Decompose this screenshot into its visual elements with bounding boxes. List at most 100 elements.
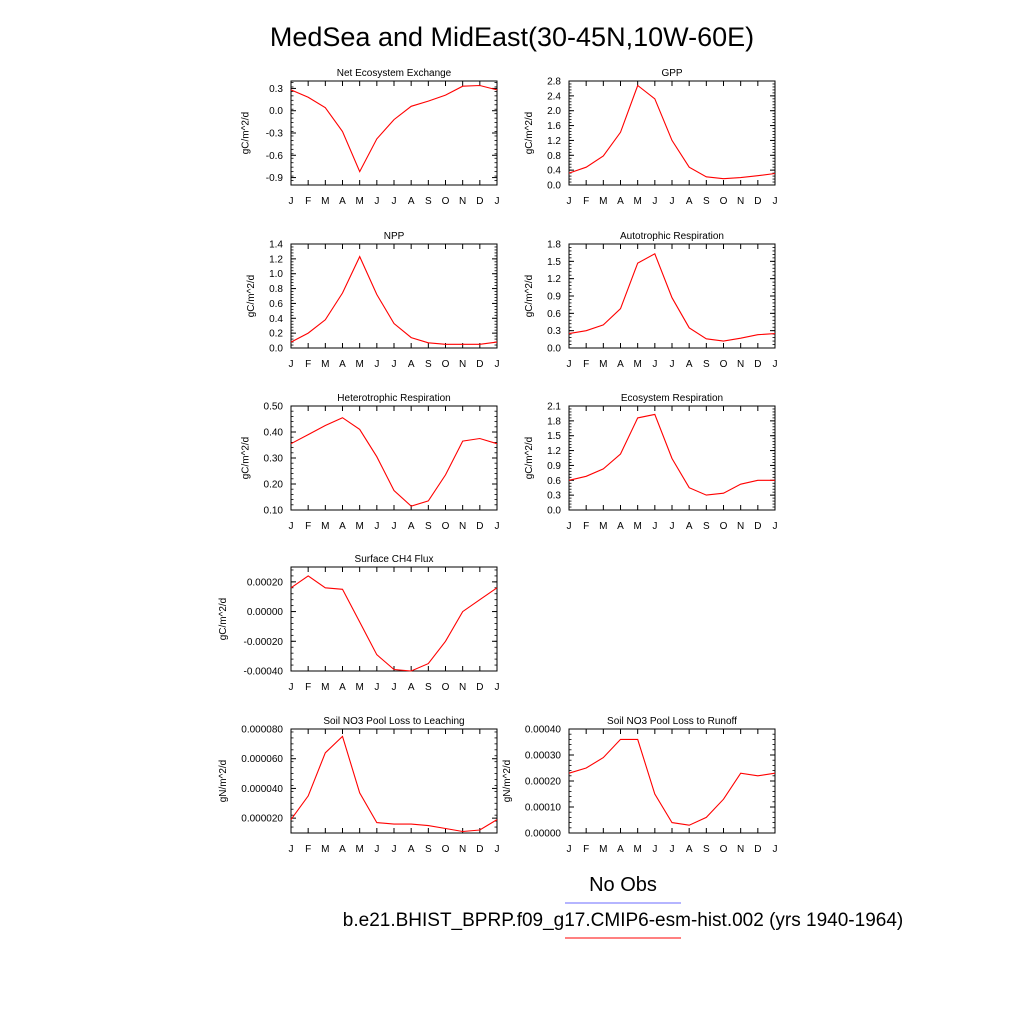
y-tick-label: 1.2: [269, 254, 283, 265]
x-tick-label: J: [652, 521, 657, 532]
x-tick-label: O: [442, 196, 450, 207]
y-tick-label: 0.40: [264, 428, 284, 439]
x-tick-label: D: [476, 682, 483, 693]
x-tick-label: F: [583, 196, 589, 207]
x-tick-label: N: [459, 682, 466, 693]
x-tick-label: O: [442, 682, 450, 693]
x-tick-label: F: [305, 844, 311, 855]
x-tick-label: A: [339, 196, 346, 207]
x-tick-label: M: [599, 196, 607, 207]
y-tick-label: -0.3: [266, 129, 284, 140]
x-tick-label: J: [374, 196, 379, 207]
y-tick-label: 0.00040: [525, 725, 562, 736]
y-tick-label: 2.8: [547, 77, 561, 88]
x-tick-label: D: [476, 196, 483, 207]
y-tick-label: 0.10: [264, 506, 284, 517]
y-tick-label: 0.00000: [247, 607, 284, 618]
series-line: [568, 84, 776, 180]
x-tick-label: J: [495, 844, 500, 855]
x-tick-label: J: [567, 196, 572, 207]
y-tick-label: 0.0: [269, 106, 283, 117]
y-axis-label: gC/m^2/d: [524, 275, 535, 318]
x-tick-label: J: [289, 844, 294, 855]
x-tick-label: N: [459, 521, 466, 532]
x-tick-label: A: [339, 359, 346, 370]
plot-frame: [568, 80, 776, 186]
y-axis-label: gC/m^2/d: [524, 437, 535, 480]
x-tick-label: D: [754, 196, 761, 207]
x-tick-label: J: [495, 682, 500, 693]
plot-frame: [568, 728, 776, 834]
x-tick-label: S: [425, 682, 432, 693]
x-tick-label: J: [374, 521, 379, 532]
chart-panels: Net Ecosystem Exchange gC/m^2/d -0.9 -0.6 -0…: [218, 68, 777, 855]
x-tick-label: J: [289, 682, 294, 693]
y-tick-label: 1.8: [547, 416, 561, 427]
chart-panel-ch4: Surface CH4 Flux gC/m^2/d -0.00040 -0.00020…: [218, 554, 499, 693]
x-tick-label: J: [289, 521, 294, 532]
plot-frame: [290, 728, 498, 834]
x-tick-label: J: [289, 196, 294, 207]
y-axis-label: gC/m^2/d: [246, 275, 257, 318]
y-tick-label: 0.0: [269, 344, 283, 355]
y-tick-label: 0.3: [269, 84, 283, 95]
x-tick-label: J: [773, 359, 778, 370]
x-tick-label: J: [567, 359, 572, 370]
y-tick-label: 1.0: [269, 269, 283, 280]
x-tick-label: A: [339, 682, 346, 693]
x-tick-label: M: [599, 844, 607, 855]
plot-frame: [290, 243, 498, 349]
x-tick-label: S: [703, 521, 710, 532]
x-tick-label: M: [599, 521, 607, 532]
x-tick-label: A: [408, 359, 415, 370]
x-tick-label: N: [737, 521, 744, 532]
x-tick-label: J: [495, 521, 500, 532]
chart-panel-er: Ecosystem Respiration gC/m^2/d 0.0 0.3 0.6 0.…: [524, 393, 777, 532]
y-axis-label: gC/m^2/d: [524, 112, 535, 155]
x-tick-label: M: [355, 359, 363, 370]
y-tick-label: 0.0: [547, 344, 561, 355]
x-tick-label: J: [652, 844, 657, 855]
x-tick-label: J: [670, 196, 675, 207]
y-tick-label: -0.00020: [244, 637, 284, 648]
y-tick-label: 1.2: [547, 274, 561, 285]
series-line: [568, 413, 775, 496]
series-line: [290, 575, 498, 672]
x-tick-label: J: [374, 844, 379, 855]
x-tick-label: M: [321, 521, 329, 532]
y-tick-label: 0.6: [547, 476, 561, 487]
x-tick-label: A: [339, 844, 346, 855]
x-tick-label: O: [442, 359, 450, 370]
y-axis-label: gN/m^2/d: [502, 760, 513, 803]
x-tick-label: M: [355, 844, 363, 855]
x-tick-label: S: [703, 359, 710, 370]
x-tick-label: J: [392, 196, 397, 207]
y-tick-label: 1.5: [547, 257, 561, 268]
x-tick-label: N: [737, 196, 744, 207]
series-line: [290, 735, 498, 833]
x-tick-label: S: [425, 196, 432, 207]
x-tick-label: M: [355, 682, 363, 693]
y-axis-label: gN/m^2/d: [218, 760, 229, 803]
y-tick-label: 0.00000: [525, 829, 562, 840]
plot-frame: [290, 405, 498, 511]
panel-title: Autotrophic Respiration: [620, 231, 724, 242]
y-tick-label: 0.000020: [241, 814, 283, 825]
x-tick-label: A: [617, 521, 624, 532]
x-tick-label: J: [567, 521, 572, 532]
x-tick-label: J: [670, 359, 675, 370]
x-tick-label: N: [459, 844, 466, 855]
x-tick-label: O: [442, 521, 450, 532]
x-tick-label: S: [425, 521, 432, 532]
y-axis-label: gC/m^2/d: [241, 437, 252, 480]
series-line: [290, 417, 498, 507]
y-tick-label: 0.8: [547, 151, 561, 162]
x-tick-label: D: [476, 359, 483, 370]
y-tick-label: 0.000060: [241, 754, 283, 765]
x-tick-label: N: [459, 196, 466, 207]
y-tick-label: 0.3: [547, 326, 561, 337]
x-tick-label: S: [425, 844, 432, 855]
y-tick-label: 2.1: [547, 402, 561, 413]
y-tick-label: 0.00020: [247, 577, 284, 588]
series-line: [290, 84, 498, 173]
